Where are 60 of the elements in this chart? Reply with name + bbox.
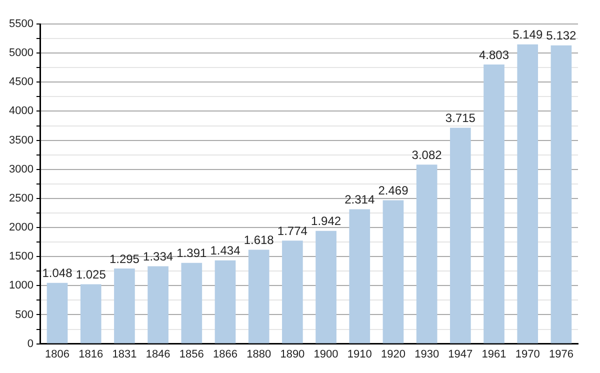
data-label: 1.295 bbox=[109, 252, 140, 266]
y-tick-label: 4500 bbox=[8, 76, 34, 88]
x-tick-label: 1866 bbox=[213, 348, 238, 360]
x-tick-label: 1846 bbox=[146, 348, 170, 360]
x-tick-label: 1831 bbox=[112, 348, 137, 360]
data-label: 1.025 bbox=[76, 268, 106, 282]
y-tick-label: 4000 bbox=[8, 105, 34, 118]
y-tick-label: 3000 bbox=[8, 163, 34, 176]
y-tick-label: 5500 bbox=[8, 18, 34, 30]
y-tick-label: 5000 bbox=[8, 47, 34, 60]
bar bbox=[46, 282, 68, 344]
x-tick-label: 1856 bbox=[179, 348, 204, 360]
x-tick-label: 1920 bbox=[380, 348, 406, 360]
y-tick-label: 0 bbox=[27, 338, 34, 350]
data-label: 5.132 bbox=[546, 28, 577, 43]
bar bbox=[349, 209, 370, 344]
x-tick-label: 1961 bbox=[482, 348, 506, 360]
y-tick-label: 1500 bbox=[8, 250, 34, 263]
y-tick-label: 2500 bbox=[8, 192, 34, 204]
bar bbox=[80, 284, 102, 344]
bar bbox=[114, 268, 135, 344]
bar bbox=[316, 230, 336, 344]
data-label: 2.314 bbox=[344, 192, 375, 207]
bar bbox=[214, 260, 236, 344]
x-tick-label: 1970 bbox=[515, 348, 540, 360]
data-label: 1.391 bbox=[176, 246, 207, 260]
bar bbox=[181, 262, 202, 344]
data-label: 4.803 bbox=[478, 48, 510, 62]
x-tick-label: 1930 bbox=[414, 348, 440, 360]
y-tick-label: 500 bbox=[15, 308, 34, 321]
data-label: 1.942 bbox=[311, 214, 342, 228]
y-tick-label: 3500 bbox=[8, 134, 34, 146]
data-label: 1.434 bbox=[210, 244, 241, 258]
bar bbox=[517, 44, 538, 344]
data-label: 1.618 bbox=[244, 233, 274, 248]
data-label: 1.048 bbox=[42, 266, 73, 280]
bar bbox=[550, 45, 572, 344]
bar bbox=[450, 128, 471, 344]
x-tick-label: 1976 bbox=[548, 348, 574, 360]
bar bbox=[148, 266, 168, 344]
data-label: 1.774 bbox=[277, 224, 308, 238]
data-label: 3.082 bbox=[412, 148, 442, 162]
x-tick-label: 1890 bbox=[280, 348, 305, 360]
data-label: 2.469 bbox=[378, 184, 409, 198]
x-tick-label: 1806 bbox=[45, 348, 70, 360]
data-label: 3.715 bbox=[445, 111, 476, 126]
bar bbox=[484, 64, 504, 344]
y-tick-label: 2000 bbox=[8, 222, 34, 234]
y-tick-label: 1000 bbox=[8, 280, 34, 292]
bar bbox=[282, 240, 303, 344]
bar bbox=[248, 250, 270, 344]
x-tick-label: 1900 bbox=[314, 348, 338, 360]
bar bbox=[382, 200, 404, 344]
x-tick-label: 1880 bbox=[246, 348, 272, 360]
data-label: 1.334 bbox=[143, 250, 174, 264]
x-tick-label: 1816 bbox=[78, 348, 104, 360]
data-label: 5.149 bbox=[512, 28, 543, 42]
x-tick-label: 1910 bbox=[347, 348, 372, 360]
bar bbox=[416, 164, 438, 344]
x-tick-label: 1947 bbox=[448, 348, 473, 360]
